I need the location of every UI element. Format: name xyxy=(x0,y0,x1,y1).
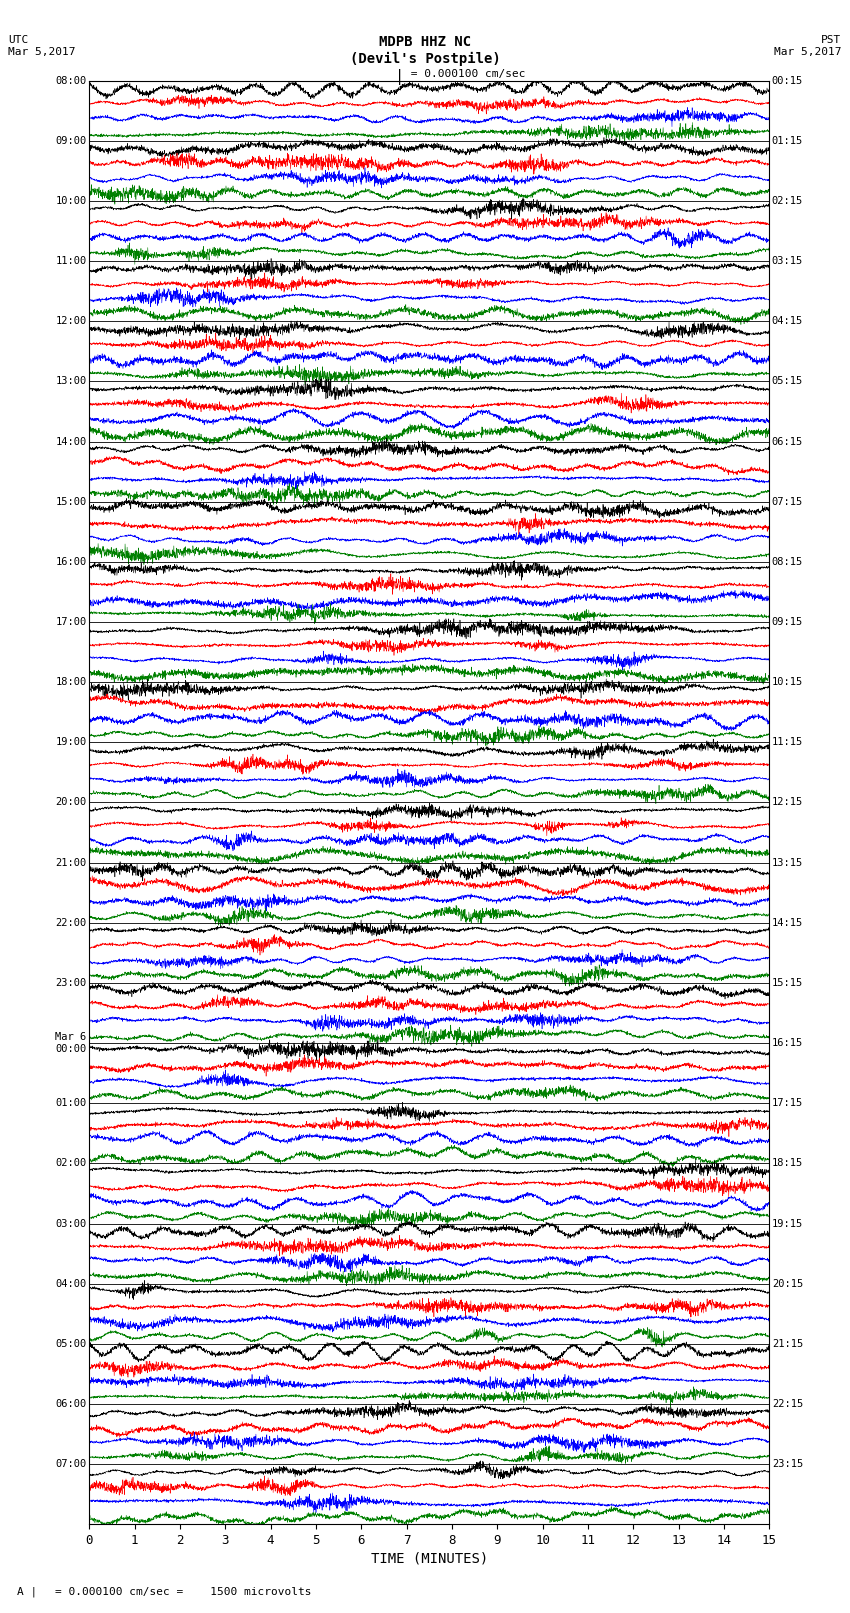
Text: 07:00: 07:00 xyxy=(55,1460,87,1469)
Text: 09:15: 09:15 xyxy=(772,618,803,627)
Text: 08:00: 08:00 xyxy=(55,76,87,85)
Text: Mar 6
00:00: Mar 6 00:00 xyxy=(55,1032,87,1053)
Text: 14:00: 14:00 xyxy=(55,437,87,447)
Text: 15:00: 15:00 xyxy=(55,497,87,506)
Text: 02:15: 02:15 xyxy=(772,195,803,206)
Text: 01:15: 01:15 xyxy=(772,135,803,145)
Text: 11:00: 11:00 xyxy=(55,256,87,266)
Text: 05:00: 05:00 xyxy=(55,1339,87,1348)
Text: 21:15: 21:15 xyxy=(772,1339,803,1348)
Text: 01:00: 01:00 xyxy=(55,1098,87,1108)
Text: 23:15: 23:15 xyxy=(772,1460,803,1469)
Text: 19:15: 19:15 xyxy=(772,1218,803,1229)
Text: 03:15: 03:15 xyxy=(772,256,803,266)
Text: = 0.000100 cm/sec =    1500 microvolts: = 0.000100 cm/sec = 1500 microvolts xyxy=(55,1587,312,1597)
Text: 19:00: 19:00 xyxy=(55,737,87,747)
Text: PST
Mar 5,2017: PST Mar 5,2017 xyxy=(774,35,842,56)
Text: |: | xyxy=(395,69,404,85)
Text: 20:00: 20:00 xyxy=(55,797,87,808)
Text: 13:00: 13:00 xyxy=(55,376,87,387)
Text: 18:15: 18:15 xyxy=(772,1158,803,1168)
Text: MDPB HHZ NC: MDPB HHZ NC xyxy=(379,35,471,50)
Text: 12:00: 12:00 xyxy=(55,316,87,326)
Text: A |: A | xyxy=(17,1586,37,1597)
Text: 10:15: 10:15 xyxy=(772,677,803,687)
Text: 08:15: 08:15 xyxy=(772,556,803,566)
Text: 22:00: 22:00 xyxy=(55,918,87,927)
Text: 16:15: 16:15 xyxy=(772,1039,803,1048)
Text: 10:00: 10:00 xyxy=(55,195,87,206)
Text: = 0.000100 cm/sec: = 0.000100 cm/sec xyxy=(404,69,525,79)
Text: 05:15: 05:15 xyxy=(772,376,803,387)
Text: 06:15: 06:15 xyxy=(772,437,803,447)
Text: 04:15: 04:15 xyxy=(772,316,803,326)
Text: 15:15: 15:15 xyxy=(772,977,803,987)
Text: 18:00: 18:00 xyxy=(55,677,87,687)
Text: 06:00: 06:00 xyxy=(55,1398,87,1410)
Text: 12:15: 12:15 xyxy=(772,797,803,808)
Text: 21:00: 21:00 xyxy=(55,858,87,868)
Text: 11:15: 11:15 xyxy=(772,737,803,747)
Text: 14:15: 14:15 xyxy=(772,918,803,927)
Text: 07:15: 07:15 xyxy=(772,497,803,506)
Text: UTC
Mar 5,2017: UTC Mar 5,2017 xyxy=(8,35,76,56)
Text: 00:15: 00:15 xyxy=(772,76,803,85)
Text: 17:15: 17:15 xyxy=(772,1098,803,1108)
Text: 17:00: 17:00 xyxy=(55,618,87,627)
Text: 03:00: 03:00 xyxy=(55,1218,87,1229)
Text: 09:00: 09:00 xyxy=(55,135,87,145)
X-axis label: TIME (MINUTES): TIME (MINUTES) xyxy=(371,1552,488,1565)
Text: (Devil's Postpile): (Devil's Postpile) xyxy=(349,52,501,66)
Text: 22:15: 22:15 xyxy=(772,1398,803,1410)
Text: 02:00: 02:00 xyxy=(55,1158,87,1168)
Text: 13:15: 13:15 xyxy=(772,858,803,868)
Text: 04:00: 04:00 xyxy=(55,1279,87,1289)
Text: 23:00: 23:00 xyxy=(55,977,87,987)
Text: 16:00: 16:00 xyxy=(55,556,87,566)
Text: 20:15: 20:15 xyxy=(772,1279,803,1289)
